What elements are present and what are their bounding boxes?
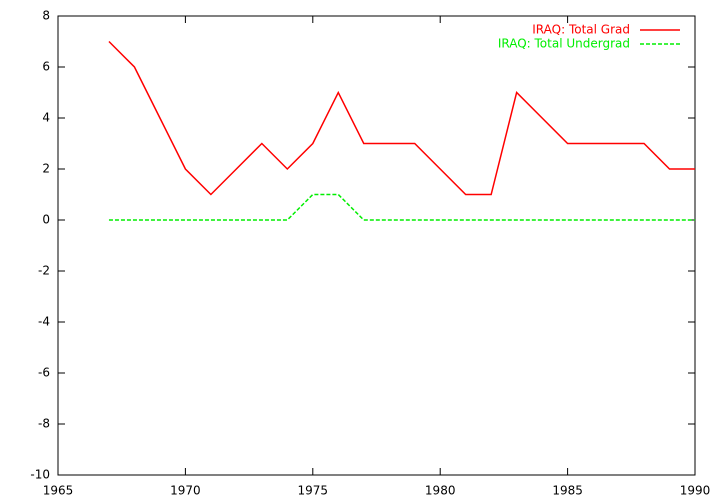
x-tick-label: 1985 xyxy=(552,484,583,498)
series-line xyxy=(108,193,695,221)
y-tick-label: -2 xyxy=(38,264,50,278)
y-tick-label: -8 xyxy=(38,417,50,431)
y-tick-label: 6 xyxy=(42,60,50,74)
x-tick-label: 1970 xyxy=(170,484,201,498)
y-tick-label: 0 xyxy=(42,213,50,227)
y-tick-label: 2 xyxy=(42,162,50,176)
x-tick-label: 1990 xyxy=(680,484,711,498)
legend-label: IRAQ: Total Undergrad xyxy=(498,37,630,51)
y-tick-label: -10 xyxy=(30,468,50,482)
x-tick-label: 1975 xyxy=(298,484,329,498)
y-tick-label: 4 xyxy=(42,111,50,125)
plot-frame xyxy=(57,15,696,476)
x-tick-label: 1965 xyxy=(43,484,74,498)
series-line xyxy=(108,40,695,196)
y-tick-label: 8 xyxy=(42,9,50,23)
x-tick-label: 1980 xyxy=(425,484,456,498)
y-tick-label: -6 xyxy=(38,366,50,380)
y-tick-label: -4 xyxy=(38,315,50,329)
legend-label: IRAQ: Total Grad xyxy=(532,23,630,37)
